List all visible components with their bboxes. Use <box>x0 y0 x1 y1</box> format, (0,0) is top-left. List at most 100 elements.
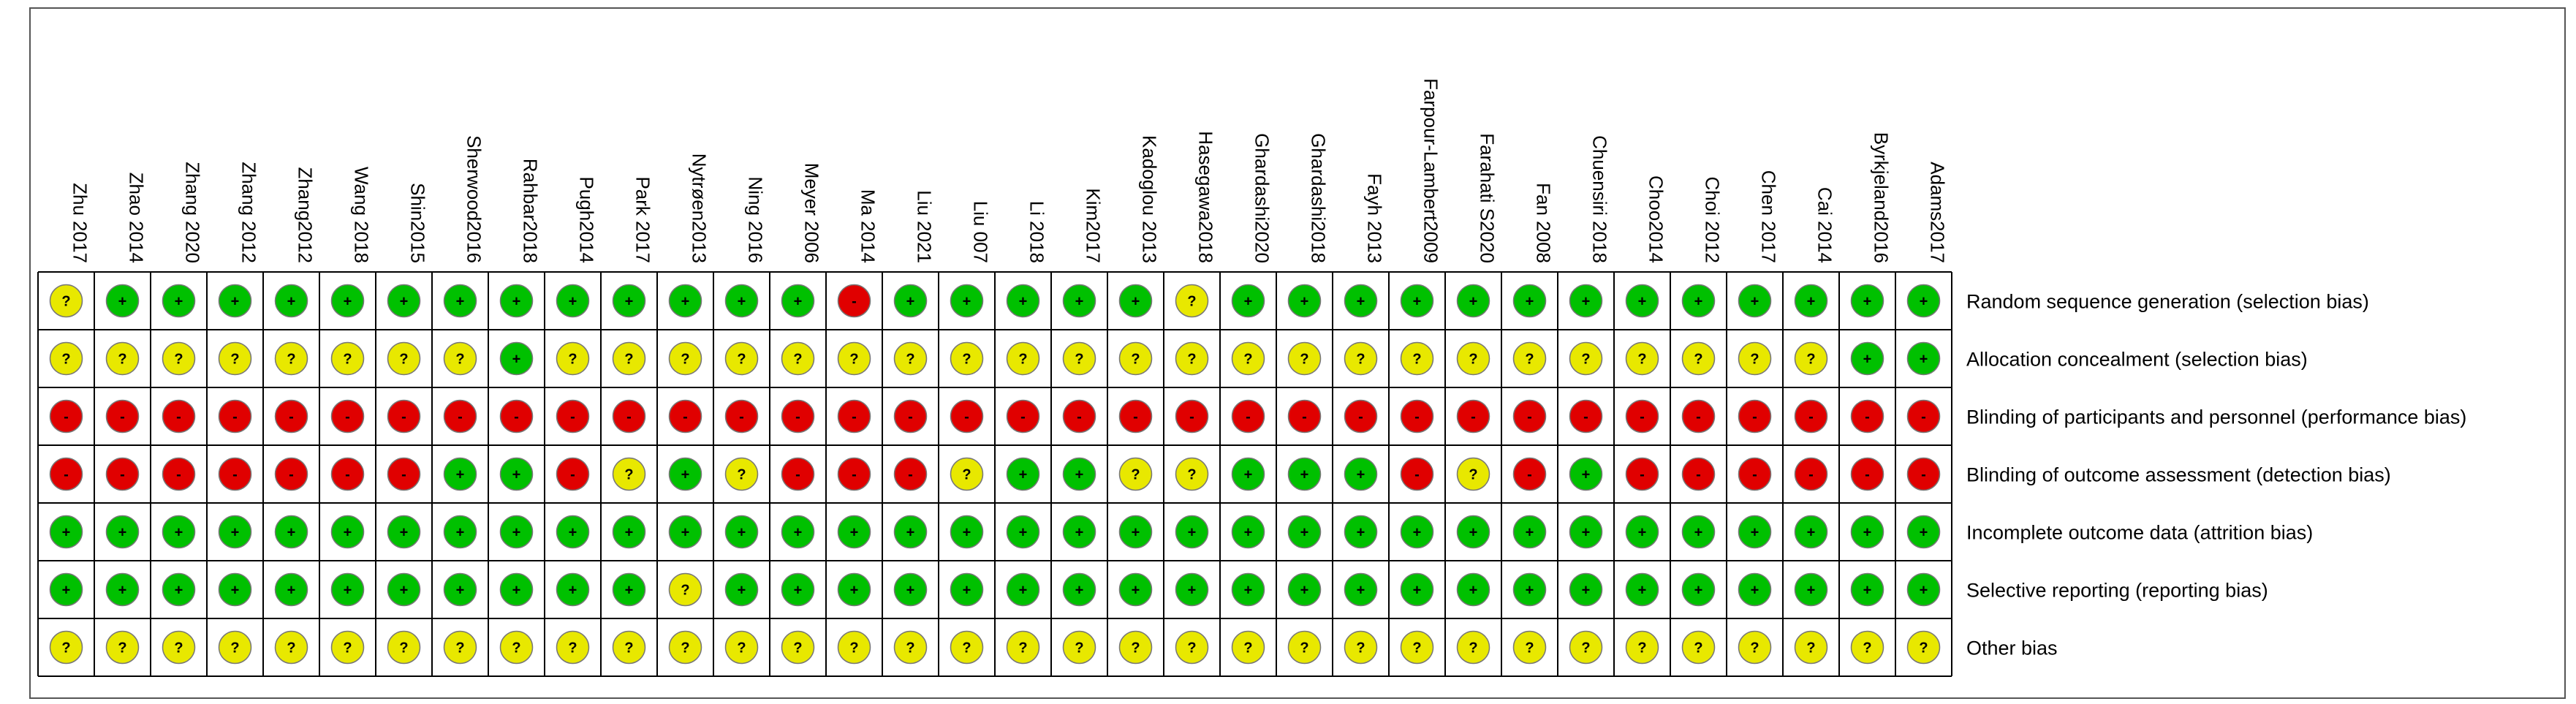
low-risk-dot <box>1850 284 1884 318</box>
low-risk-dot <box>1006 284 1040 318</box>
rating-cell: + <box>218 284 252 318</box>
study-label: Li 2018 <box>1026 201 1048 263</box>
rating-cell: ? <box>1625 630 1659 665</box>
low-risk-symbol: + <box>118 525 127 541</box>
unclear-risk-dot <box>668 572 702 607</box>
unclear-risk-symbol: ? <box>1131 352 1140 368</box>
high-risk-dot <box>387 457 421 491</box>
study-label: Nytrøen2013 <box>689 154 711 263</box>
rating-cell: - <box>1738 399 1772 434</box>
study-label: Choi 2012 <box>1702 176 1724 263</box>
low-risk-symbol: + <box>1469 525 1478 541</box>
high-risk-dot <box>1625 457 1659 491</box>
low-risk-symbol: + <box>1638 294 1647 310</box>
unclear-risk-dot <box>1006 630 1040 665</box>
rating-cell: + <box>950 515 984 549</box>
rating-cell: + <box>668 515 702 549</box>
rating-cell: + <box>499 457 534 491</box>
low-risk-symbol: + <box>1019 583 1028 599</box>
unclear-risk-dot <box>1512 630 1547 665</box>
rating-cell: ? <box>1006 630 1040 665</box>
high-risk-symbol: - <box>232 467 238 483</box>
rating-cell: ? <box>1794 341 1828 376</box>
low-risk-symbol: + <box>344 525 352 541</box>
low-risk-symbol: + <box>1413 525 1422 541</box>
low-risk-symbol: + <box>1863 525 1872 541</box>
high-risk-symbol: - <box>908 409 913 425</box>
unclear-risk-symbol: ? <box>681 640 689 656</box>
rating-cell: ? <box>1175 341 1209 376</box>
high-risk-symbol: - <box>401 467 406 483</box>
rating-cell: ? <box>1569 630 1603 665</box>
rating-cell: ? <box>443 341 477 376</box>
grid <box>37 271 1952 677</box>
high-risk-dot <box>162 457 196 491</box>
rating-cell: ? <box>556 630 590 665</box>
rating-cell: - <box>893 457 928 491</box>
high-risk-dot <box>387 399 421 434</box>
rating-cell: - <box>781 399 815 434</box>
low-risk-symbol: + <box>625 583 634 599</box>
low-risk-symbol: + <box>681 294 690 310</box>
rating-cell: ? <box>668 630 702 665</box>
rating-cell: ? <box>1062 630 1096 665</box>
rating-cell: ? <box>499 630 534 665</box>
rating-cell: ? <box>1006 341 1040 376</box>
rating-cell: - <box>1794 399 1828 434</box>
unclear-risk-symbol: ? <box>343 640 352 656</box>
unclear-risk-symbol: ? <box>793 352 802 368</box>
low-risk-symbol: + <box>1300 294 1309 310</box>
rating-cell: + <box>443 284 477 318</box>
low-risk-symbol: + <box>175 294 183 310</box>
rating-cell: - <box>837 399 871 434</box>
high-risk-symbol: - <box>1527 409 1532 425</box>
rating-cell: ? <box>1400 630 1434 665</box>
high-risk-dot <box>724 399 759 434</box>
rating-cell: + <box>49 515 83 549</box>
unclear-risk-symbol: ? <box>1412 640 1421 656</box>
rating-cell: ? <box>49 284 83 318</box>
low-risk-dot <box>893 284 928 318</box>
study-label: Park 2017 <box>632 176 654 263</box>
study-label: Ma 2014 <box>857 189 879 263</box>
high-risk-dot <box>1400 457 1434 491</box>
unclear-risk-dot <box>49 284 83 318</box>
rating-cell: - <box>1850 399 1884 434</box>
high-risk-symbol: - <box>570 409 575 425</box>
low-risk-symbol: + <box>456 294 465 310</box>
low-risk-symbol: + <box>1413 583 1422 599</box>
low-risk-dot <box>1400 515 1434 549</box>
high-risk-symbol: - <box>795 467 800 483</box>
high-risk-symbol: - <box>1414 409 1420 425</box>
low-risk-dot <box>443 572 477 607</box>
rating-cell: ? <box>612 341 646 376</box>
rating-cell: - <box>1681 457 1716 491</box>
rating-cell: ? <box>1287 630 1322 665</box>
unclear-risk-symbol: ? <box>962 352 971 368</box>
study-label: Ghardashi2020 <box>1251 133 1273 263</box>
low-risk-symbol: + <box>456 467 465 483</box>
unclear-risk-symbol: ? <box>624 467 633 483</box>
rating-cell: + <box>1794 284 1828 318</box>
unclear-risk-dot <box>724 341 759 376</box>
rating-cell: ? <box>781 341 815 376</box>
unclear-risk-symbol: ? <box>1806 640 1815 656</box>
low-risk-dot <box>1681 284 1716 318</box>
unclear-risk-dot <box>1681 341 1716 376</box>
rating-cell: ? <box>1456 630 1490 665</box>
low-risk-symbol: + <box>569 294 577 310</box>
high-risk-dot <box>1006 399 1040 434</box>
unclear-risk-dot <box>1175 284 1209 318</box>
low-risk-dot <box>1062 284 1096 318</box>
study-label: Cai 2014 <box>1814 187 1836 263</box>
high-risk-dot <box>1738 399 1772 434</box>
rating-cell: + <box>105 284 140 318</box>
low-risk-dot <box>1625 284 1659 318</box>
rating-cell: ? <box>387 341 421 376</box>
study-label: Ning 2016 <box>745 176 767 263</box>
rating-cell: + <box>330 515 365 549</box>
unclear-risk-symbol: ? <box>793 640 802 656</box>
low-risk-symbol: + <box>625 294 634 310</box>
unclear-risk-symbol: ? <box>174 352 183 368</box>
rating-cell: + <box>1625 515 1659 549</box>
